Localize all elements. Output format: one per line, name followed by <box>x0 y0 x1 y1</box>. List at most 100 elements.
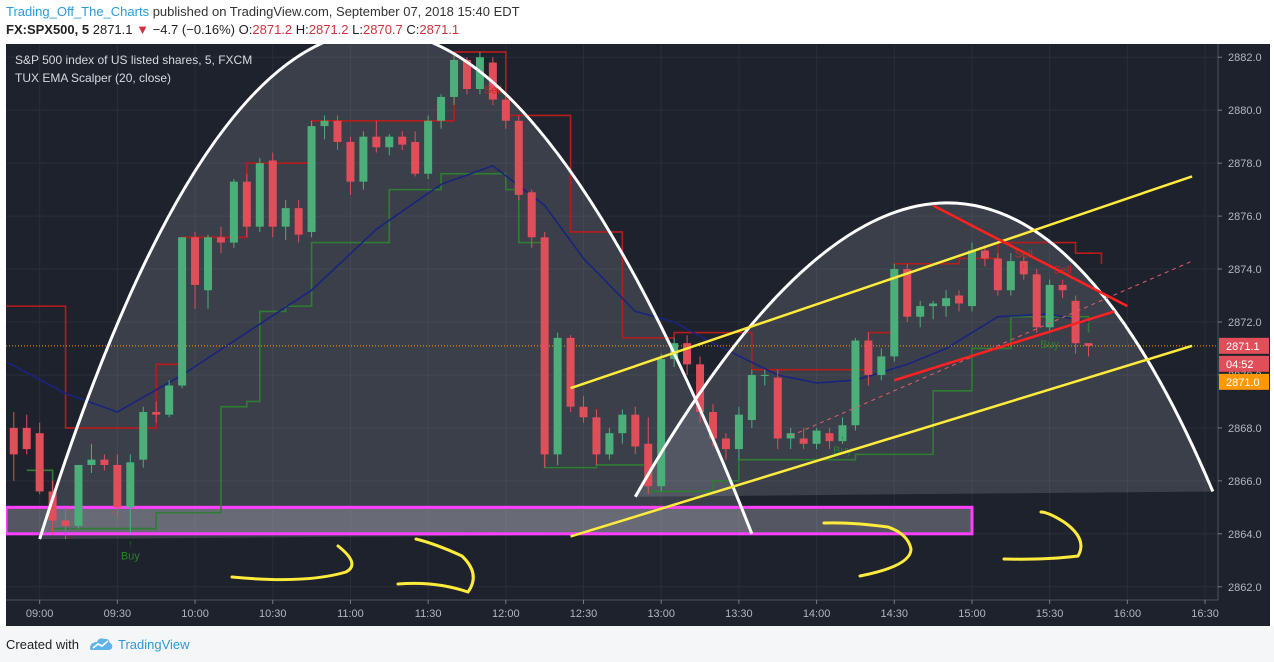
candle <box>721 433 730 460</box>
candle-body <box>1006 261 1015 291</box>
candle-body <box>242 181 251 227</box>
candle <box>967 242 976 312</box>
candle-body <box>48 491 57 521</box>
candle <box>566 335 575 413</box>
candle <box>1032 269 1041 333</box>
candle-body <box>734 414 743 450</box>
symbol-name[interactable]: FX:SPX500, 5 <box>6 22 90 37</box>
candle-body <box>1058 284 1067 291</box>
candle <box>398 131 407 150</box>
candle <box>61 507 70 540</box>
candle-body <box>851 340 860 426</box>
yellow-scribble <box>822 521 913 578</box>
candle <box>812 427 821 450</box>
countdown-tag: 04:52 <box>1219 355 1269 372</box>
candle <box>773 369 782 450</box>
candle <box>657 353 666 492</box>
tradingview-brand-link[interactable]: TradingView <box>118 637 190 652</box>
high-value: 2871.2 <box>308 22 349 37</box>
candle-body <box>1071 300 1080 344</box>
y-tick-label: 2880.0 <box>1228 105 1262 117</box>
arc-outline <box>634 201 1215 498</box>
candle <box>242 173 251 238</box>
candle <box>281 200 290 240</box>
candles <box>9 51 1093 540</box>
candle-body <box>307 126 316 232</box>
y-tick-label: 2872.0 <box>1228 317 1262 329</box>
candle <box>825 427 834 450</box>
arc-fill <box>635 202 1213 497</box>
sell-arrow-icon: ↓ <box>491 96 495 105</box>
y-tick-label: 2882.0 <box>1228 52 1262 64</box>
x-tick-label: 14:00 <box>803 608 831 620</box>
x-tick-label: 11:00 <box>337 608 364 620</box>
candle-body <box>812 430 821 444</box>
y-tick-label: 2866.0 <box>1228 476 1262 488</box>
published-text: published on TradingView.com, September … <box>152 4 520 19</box>
created-with-text: Created with <box>6 637 79 652</box>
candle <box>346 136 355 195</box>
last-price: 2871.1 <box>92 22 133 37</box>
candle <box>592 409 601 465</box>
author-link[interactable]: Trading_Off_The_Charts <box>6 4 150 19</box>
y-tick-label: 2862.0 <box>1228 582 1262 594</box>
candle-body <box>372 136 381 148</box>
candle-body <box>333 120 342 142</box>
candle <box>204 234 212 309</box>
candle-body <box>216 237 225 243</box>
x-tick-label: 16:30 <box>1191 608 1219 620</box>
candle-body <box>967 250 976 307</box>
support-zone <box>6 505 974 536</box>
ema-value-tag: 2871.0 <box>1219 373 1269 390</box>
candle <box>411 131 420 177</box>
candle <box>268 152 277 238</box>
candle-body <box>191 237 200 285</box>
candle-body <box>501 99 510 121</box>
candle <box>35 422 44 495</box>
candle <box>1084 343 1093 357</box>
ema-line <box>6 164 1089 413</box>
candle-body <box>514 120 523 195</box>
candle <box>320 115 329 140</box>
candle <box>1019 255 1028 280</box>
candle-body <box>527 192 536 238</box>
candle <box>993 253 1002 296</box>
candle-body <box>760 374 769 376</box>
candle-body <box>916 306 925 317</box>
x-tick-label: 09:00 <box>26 608 54 620</box>
chart-area[interactable]: ↑Buy↓Sell↑Buy↓Sell↓Sell↑Buy2862.02864.02… <box>6 44 1270 626</box>
candle-body <box>799 438 808 444</box>
candle-body <box>592 417 601 455</box>
candle <box>424 115 433 180</box>
candle-body <box>709 412 717 439</box>
close-label: C: <box>406 22 420 37</box>
candle-body <box>683 343 692 365</box>
candle-body <box>631 414 640 447</box>
candle <box>980 245 989 267</box>
candle-body <box>165 385 174 415</box>
channel-midline <box>790 260 1193 437</box>
x-tick-label: 11:30 <box>415 608 442 620</box>
candle-body <box>1019 261 1028 275</box>
candle <box>1058 279 1067 299</box>
candle <box>838 417 847 444</box>
indicator-legend[interactable]: TUX EMA Scalper (20, close) <box>15 71 172 85</box>
candle-body <box>890 269 899 357</box>
candle <box>1006 253 1015 296</box>
candle-body <box>993 258 1002 291</box>
plot-layer: ↑Buy↓Sell↑Buy↓Sell↓Sell↑Buy <box>6 44 1218 594</box>
candle-body <box>1045 284 1054 328</box>
candle-body <box>579 406 588 418</box>
red-trendline <box>932 204 1128 308</box>
candle-body <box>229 181 238 243</box>
candle <box>126 454 135 534</box>
last-price-tag: 2871.1 <box>1219 337 1269 354</box>
chart-canvas[interactable]: ↑Buy↓Sell↑Buy↓Sell↓Sell↑Buy2862.02864.02… <box>6 44 1270 626</box>
candle <box>579 396 588 423</box>
channel-line <box>570 175 1193 390</box>
candle-body <box>411 141 420 174</box>
channel-line <box>570 344 1193 538</box>
candle-body <box>825 433 834 442</box>
candle <box>760 369 769 386</box>
candle-body <box>255 163 264 227</box>
